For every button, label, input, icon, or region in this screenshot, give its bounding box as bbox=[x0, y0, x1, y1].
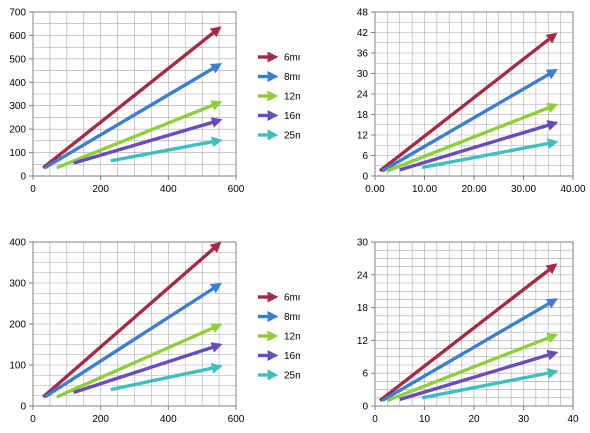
x-tick-label: 0 bbox=[30, 184, 36, 195]
legend-label-16mm: 16mm bbox=[284, 111, 300, 122]
legend-label-12mm: 12mm bbox=[284, 332, 300, 343]
legend-label-6mm: 6mm bbox=[284, 293, 300, 304]
y-tick-label: 6 bbox=[362, 151, 368, 162]
y-tick-label: 500 bbox=[9, 54, 26, 65]
series-arrow-25mm bbox=[110, 362, 223, 392]
legend: 6mm 8mm 12mm 16mm 25mm bbox=[258, 291, 300, 382]
y-tick-label: 100 bbox=[9, 361, 26, 372]
series-arrow-16mm bbox=[399, 349, 559, 402]
series-arrow-6mm bbox=[378, 263, 558, 402]
x-tick-label: 200 bbox=[92, 414, 109, 425]
y-tick-label: 12 bbox=[357, 336, 369, 347]
x-tick-label: 10 bbox=[419, 414, 431, 425]
y-tick-label: 30 bbox=[357, 238, 369, 249]
series-arrow-12mm bbox=[386, 332, 559, 403]
series-arrow-8mm bbox=[43, 63, 223, 170]
series-arrow-6mm bbox=[42, 26, 222, 170]
x-tick-label: 30.00 bbox=[511, 184, 536, 195]
y-tick-label: 200 bbox=[9, 125, 26, 136]
y-tick-label: 24 bbox=[357, 270, 369, 281]
series-arrow-16mm bbox=[73, 117, 223, 165]
y-tick-label: 30 bbox=[357, 69, 369, 80]
legend-label-12mm: 12mm bbox=[284, 92, 300, 103]
y-tick-label: 700 bbox=[9, 8, 26, 19]
y-tick-label: 0 bbox=[20, 172, 26, 183]
chart-bottom-right: 0 10 20 30 40 0 6 12 18 24 30 bbox=[357, 238, 579, 426]
y-tick-label: 6 bbox=[362, 369, 368, 380]
chart-top-right: 0.00 10.00 20.00 30.00 40.00 0 6 12 18 24 30 36 42 48 bbox=[357, 8, 586, 196]
x-tick-label: 0 bbox=[372, 414, 378, 425]
x-tick-label: 400 bbox=[160, 414, 177, 425]
plot-area bbox=[32, 11, 237, 177]
x-tick-label: 0 bbox=[30, 414, 36, 425]
legend-label-8mm: 8mm bbox=[284, 312, 300, 323]
series-arrow-25mm bbox=[421, 138, 559, 170]
legend-label-6mm: 6mm bbox=[284, 53, 300, 64]
y-tick-label: 0 bbox=[20, 402, 26, 413]
y-tick-label: 48 bbox=[357, 8, 369, 19]
y-tick-label: 18 bbox=[357, 110, 369, 121]
x-tick-label: 0.00 bbox=[365, 184, 385, 195]
y-tick-label: 24 bbox=[357, 90, 369, 101]
chart-top-left: 0 200 400 600 0 100 200 300 400 500 600 700 6mm 8mm 12… bbox=[9, 8, 300, 196]
series-arrow-12mm bbox=[55, 323, 223, 399]
x-tick-label: 40.00 bbox=[560, 184, 585, 195]
y-tick-label: 300 bbox=[9, 279, 26, 290]
y-tick-label: 42 bbox=[357, 28, 369, 39]
series-arrow-8mm bbox=[381, 69, 558, 173]
y-tick-label: 36 bbox=[357, 49, 369, 60]
series-arrow-12mm bbox=[386, 102, 559, 173]
y-tick-label: 600 bbox=[9, 31, 26, 42]
legend-label-25mm: 25mm bbox=[284, 371, 300, 382]
x-tick-label: 400 bbox=[160, 184, 177, 195]
series-arrow-8mm bbox=[43, 282, 222, 399]
y-tick-label: 100 bbox=[9, 148, 26, 159]
y-tick-label: 300 bbox=[9, 101, 26, 112]
series-arrow-6mm bbox=[378, 32, 558, 173]
y-tick-label: 400 bbox=[9, 78, 26, 89]
x-tick-label: 30 bbox=[518, 414, 530, 425]
y-tick-label: 400 bbox=[9, 238, 26, 249]
legend-label-25mm: 25mm bbox=[284, 131, 300, 142]
series-arrow-25mm bbox=[110, 136, 223, 163]
x-tick-label: 200 bbox=[92, 184, 109, 195]
legend-label-8mm: 8mm bbox=[284, 72, 300, 83]
x-tick-label: 20.00 bbox=[461, 184, 486, 195]
legend-label-16mm: 16mm bbox=[284, 351, 300, 362]
series-arrow-8mm bbox=[381, 298, 558, 403]
legend: 6mm 8mm 12mm 16mm 25mm bbox=[258, 51, 300, 142]
series-arrow-16mm bbox=[399, 120, 559, 172]
series-arrow-12mm bbox=[56, 100, 223, 170]
x-tick-label: 600 bbox=[228, 414, 245, 425]
x-tick-label: 10.00 bbox=[412, 184, 437, 195]
series-arrow-16mm bbox=[73, 342, 223, 395]
x-tick-label: 600 bbox=[228, 184, 245, 195]
y-tick-label: 18 bbox=[357, 303, 369, 314]
series-arrow-6mm bbox=[42, 241, 222, 399]
y-tick-label: 0 bbox=[362, 172, 368, 183]
y-tick-label: 12 bbox=[357, 131, 369, 142]
series-arrow-25mm bbox=[421, 367, 559, 400]
x-tick-label: 40 bbox=[567, 414, 579, 425]
y-tick-label: 200 bbox=[9, 320, 26, 331]
chart-bottom-left: 0 200 400 600 0 100 200 300 400 6mm 8mm 12mm 16mm 25m… bbox=[9, 238, 300, 426]
x-tick-label: 20 bbox=[468, 414, 480, 425]
y-tick-label: 0 bbox=[362, 402, 368, 413]
